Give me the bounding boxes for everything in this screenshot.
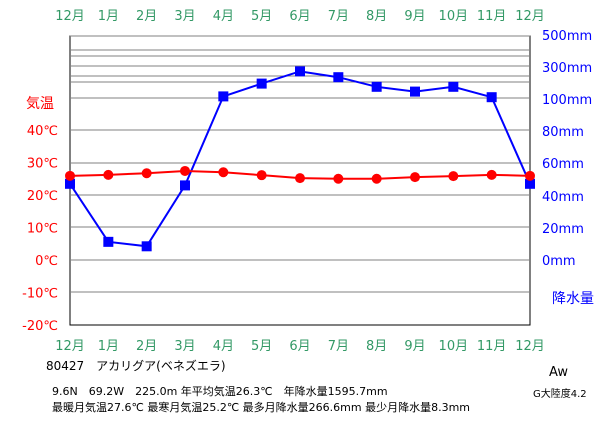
month-label-bottom: 7月 — [328, 339, 349, 354]
month-label-bottom: 5月 — [251, 339, 272, 354]
station-summary-line2: 最暖月気温27.6℃ 最寒月気温25.2℃ 最多月降水量266.6mm 最少月降… — [52, 401, 471, 414]
month-label-top: 2月 — [136, 9, 157, 24]
temperature-tick-label: 10℃ — [27, 222, 58, 237]
temperature-tick-label: -20℃ — [22, 319, 58, 334]
month-label-top: 1月 — [98, 9, 119, 24]
temperature-point — [371, 173, 382, 184]
month-label-bottom: 12月 — [55, 339, 85, 354]
precipitation-point — [295, 66, 305, 77]
precipitation-point — [333, 72, 344, 83]
precipitation-tick-label: 40mm — [542, 190, 584, 205]
precipitation-tick-label: 100mm — [542, 93, 592, 108]
precipitation-point — [180, 180, 190, 191]
month-label-top: 9月 — [404, 9, 425, 24]
month-label-top: 10月 — [439, 9, 469, 24]
top-month-labels: 12月 1月 2月 3月 4月 5月 6月 7月 8月 9月 10月 11月 12月 — [55, 9, 545, 24]
continentality: G大陸度4.2 — [533, 389, 587, 400]
station-summary-line1: 9.6N 69.2W 225.0m 年平均気温26.3℃ 年降水量1595.7m… — [52, 385, 388, 398]
month-label-bottom: 12月 — [515, 339, 545, 354]
temperature-point — [218, 167, 229, 178]
month-label-bottom: 9月 — [404, 339, 425, 354]
month-label-top: 12月 — [55, 9, 85, 24]
month-label-top: 3月 — [174, 9, 195, 24]
precipitation-point — [486, 92, 497, 103]
temperature-tick-label: 20℃ — [27, 189, 58, 204]
temperature-point — [333, 173, 344, 184]
precipitation-tick-label: 0mm — [542, 254, 576, 269]
precipitation-point — [371, 81, 382, 92]
temperature-point — [65, 170, 75, 181]
precipitation-tick-label: 20mm — [542, 222, 584, 237]
month-label-top: 11月 — [477, 9, 507, 24]
month-label-bottom: 1月 — [98, 339, 119, 354]
precipitation-point — [218, 91, 229, 102]
precipitation-point — [65, 178, 75, 189]
precipitation-tick-label: 80mm — [542, 125, 584, 140]
temperature-tick-label: -10℃ — [22, 287, 58, 302]
month-label-top: 8月 — [366, 9, 387, 24]
precipitation-point — [410, 86, 420, 97]
temperature-point — [448, 171, 459, 182]
precipitation-point — [256, 78, 267, 89]
bottom-month-labels: 12月 1月 2月 3月 4月 5月 6月 7月 8月 9月 10月 11月 12月 — [55, 339, 545, 354]
month-label-top: 7月 — [328, 9, 349, 24]
month-label-top: 12月 — [515, 9, 545, 24]
temperature-point — [525, 170, 535, 181]
temperature-series — [65, 165, 535, 184]
month-label-bottom: 11月 — [477, 339, 507, 354]
precipitation-series — [65, 66, 535, 252]
precipitation-point — [448, 81, 459, 92]
month-label-bottom: 10月 — [439, 339, 469, 354]
month-label-bottom: 8月 — [366, 339, 387, 354]
temperature-axis-title: 気温 — [26, 96, 54, 112]
temperature-point — [486, 169, 497, 180]
precipitation-point — [525, 178, 535, 189]
grid-lines — [69, 35, 531, 326]
month-label-bottom: 4月 — [213, 339, 234, 354]
temperature-tick-label: 40℃ — [27, 124, 58, 139]
precipitation-axis: 500mm 300mm 100mm 80mm 60mm 40mm 20mm 0mm 降水量 — [542, 29, 594, 307]
precipitation-tick-label: 500mm — [542, 29, 592, 44]
month-label-top: 6月 — [289, 9, 310, 24]
precipitation-point — [141, 241, 152, 252]
month-label-top: 4月 — [213, 9, 234, 24]
month-label-bottom: 2月 — [136, 339, 157, 354]
precipitation-axis-title: 降水量 — [552, 291, 594, 307]
precipitation-point — [103, 236, 114, 247]
temperature-point — [180, 165, 190, 176]
month-label-top: 5月 — [251, 9, 272, 24]
station-header: 80427 アカリグア(ベネズエラ) — [46, 359, 226, 373]
temperature-point — [410, 172, 420, 183]
climate-class: Aw — [549, 365, 568, 380]
temperature-point — [295, 173, 305, 184]
temperature-point — [141, 168, 152, 179]
month-label-bottom: 3月 — [174, 339, 195, 354]
temperature-point — [103, 169, 114, 180]
temperature-tick-label: 0℃ — [35, 254, 58, 269]
month-label-bottom: 6月 — [289, 339, 310, 354]
precipitation-tick-label: 60mm — [542, 157, 584, 172]
precipitation-tick-label: 300mm — [542, 61, 592, 76]
temperature-axis: 気温 40℃ 30℃ 20℃ 10℃ 0℃ -10℃ -20℃ — [22, 96, 58, 334]
temperature-tick-label: 30℃ — [27, 157, 58, 172]
temperature-point — [256, 170, 267, 181]
